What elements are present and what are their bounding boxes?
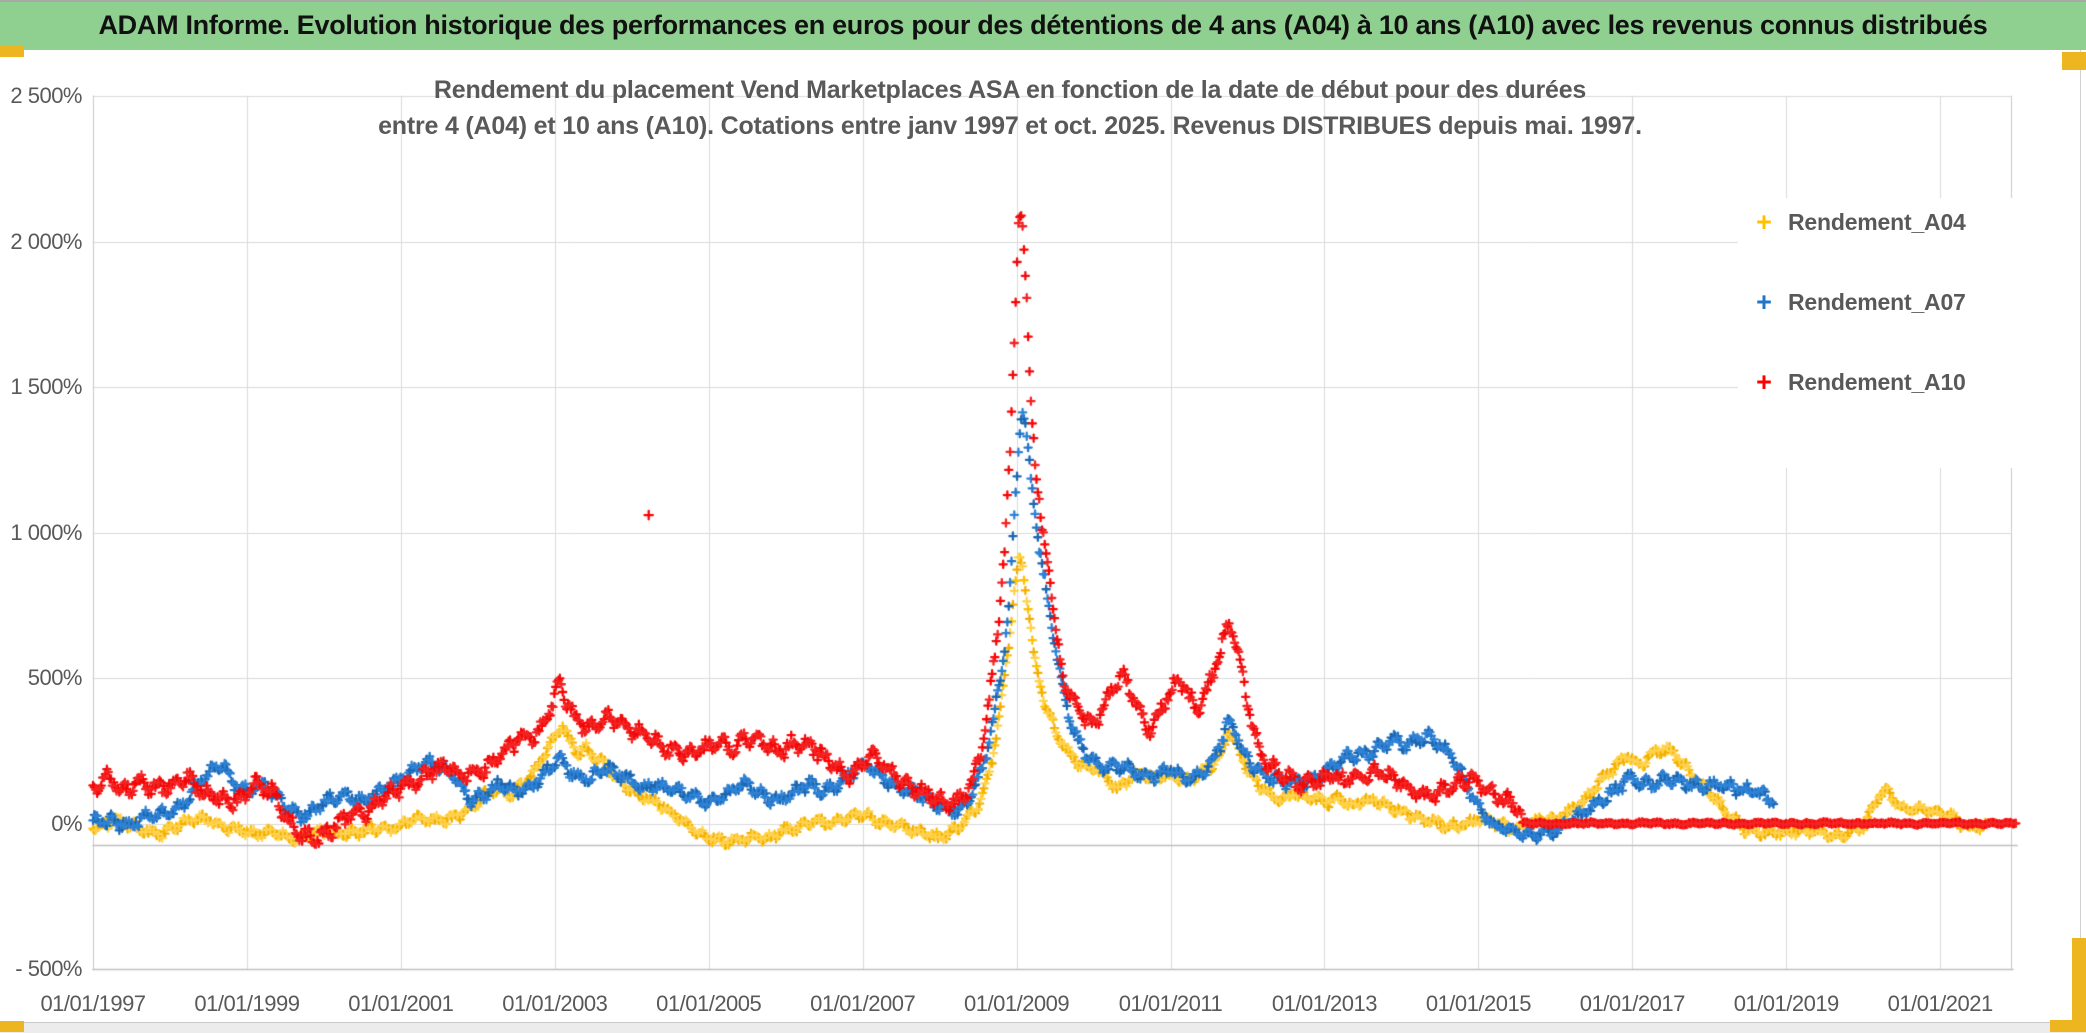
x-tick-label: 01/01/2017 — [1579, 991, 1686, 1016]
chart-title-line1: Rendement du placement Vend Marketplaces… — [433, 76, 1587, 104]
chart-title-line2: entre 4 (A04) et 10 ans (A10). Cotations… — [378, 112, 1642, 140]
chart-title: Rendement du placement Vend Marketplaces… — [60, 72, 1960, 144]
report-header-title: ADAM Informe. Evolution historique des p… — [98, 10, 1988, 40]
y-tick-label: 0% — [51, 810, 82, 836]
x-tick-label: 01/01/2011 — [1118, 991, 1223, 1016]
legend-item-rendement_a07[interactable]: + Rendement_A07 — [1752, 285, 1966, 319]
legend-label: Rendement_A04 — [1788, 208, 1966, 235]
x-tick-label: 01/01/1999 — [194, 991, 300, 1016]
x-tick-label: 01/01/2003 — [502, 991, 608, 1016]
page-top-border — [0, 0, 2086, 2]
y-tick-label: 2 500% — [10, 83, 82, 108]
legend-item-rendement_a10[interactable]: + Rendement_A10 — [1752, 365, 1966, 399]
x-tick-label: 01/01/2009 — [964, 991, 1070, 1016]
x-tick-label: 01/01/2007 — [810, 991, 916, 1016]
legend-label: Rendement_A07 — [1788, 288, 1966, 315]
y-tick-label: 1 500% — [10, 374, 82, 399]
frame-accent-top-left — [0, 45, 24, 57]
y-tick-label: 500% — [27, 665, 83, 690]
legend-plus-marker-icon: + — [1756, 207, 1772, 237]
report-header-banner: ADAM Informe. Evolution historique des p… — [0, 2, 2086, 50]
legend-background — [1738, 198, 2078, 468]
x-tick-label: 01/01/2021 — [1887, 991, 1994, 1016]
legend-plus-marker-icon: + — [1756, 287, 1772, 317]
chart-plot-canvas — [0, 50, 2086, 1022]
frame-accent-bottom-right-vertical — [2072, 938, 2086, 1032]
frame-accent-bottom-left — [0, 1021, 24, 1032]
x-tick-label: 01/01/2015 — [1425, 991, 1532, 1016]
chart-right-border — [2080, 50, 2081, 1022]
chart-area: Rendement du placement Vend Marketplaces… — [0, 50, 2086, 1022]
x-tick-label: 01/01/2001 — [348, 991, 454, 1016]
legend-item-rendement_a04[interactable]: + Rendement_A04 — [1752, 205, 1966, 239]
y-tick-label: - 500% — [15, 956, 82, 981]
page-footer-strip — [0, 1022, 2086, 1033]
x-tick-label: 01/01/2019 — [1733, 991, 1840, 1016]
legend-label: Rendement_A10 — [1788, 368, 1966, 395]
y-tick-label: 2 000% — [10, 228, 82, 254]
y-tick-label: 1 000% — [10, 519, 82, 545]
x-tick-label: 01/01/1997 — [40, 991, 146, 1016]
frame-accent-top-right — [2062, 52, 2086, 70]
x-tick-label: 01/01/2013 — [1271, 991, 1378, 1016]
x-tick-label: 01/01/2005 — [656, 991, 762, 1016]
legend-plus-marker-icon: + — [1756, 367, 1772, 397]
frame-accent-bottom-right-horizontal — [2050, 1020, 2086, 1032]
